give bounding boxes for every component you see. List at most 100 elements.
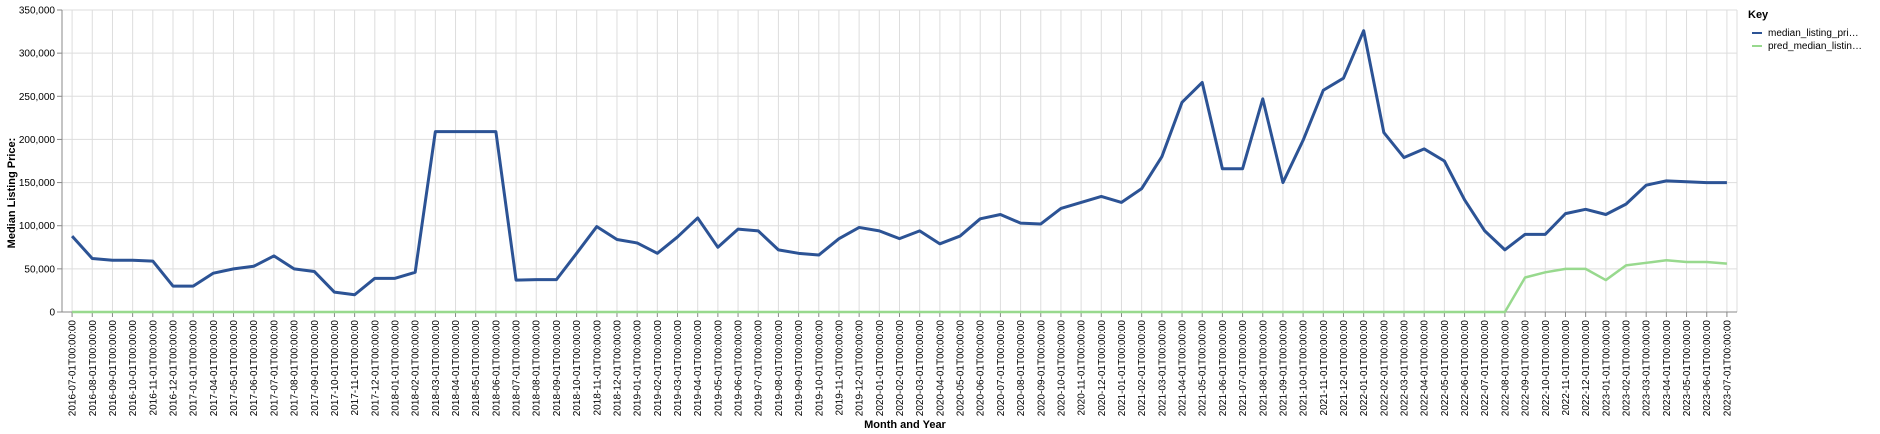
series-line-pred-median-listing-price [72,258,1728,314]
x-tick-label: 2016-09-01T00:00:00 [108,320,119,417]
x-tick-label: 2016-07-01T00:00:00 [68,320,79,417]
x-tick-label: 2021-11-01T00:00:00 [1319,320,1330,416]
x-tick-label: 2021-04-01T00:00:00 [1178,320,1189,417]
y-axis-title: Median Listing Price: [6,138,18,249]
y-tick-label: 350,000 [19,6,56,17]
x-tick-label: 2023-04-01T00:00:00 [1662,320,1673,417]
x-tick-label: 2021-03-01T00:00:00 [1157,320,1168,417]
x-tick-label: 2017-06-01T00:00:00 [249,320,260,417]
x-tick-label: 2022-01-01T00:00:00 [1359,320,1370,417]
x-tick-label: 2018-12-01T00:00:00 [612,320,623,417]
x-tick-label: 2020-03-01T00:00:00 [915,320,926,417]
x-tick-label: 2018-08-01T00:00:00 [532,320,543,417]
x-tick-label: 2020-10-01T00:00:00 [1056,320,1067,417]
x-tick-label: 2023-06-01T00:00:00 [1702,320,1713,417]
x-tick-label: 2022-06-01T00:00:00 [1460,320,1471,417]
x-tick-label: 2017-07-01T00:00:00 [269,320,280,417]
legend: Key median_listing_pri… pred_median_list… [1748,9,1862,52]
legend-label-pred-median-listing-price: pred_median_listin… [1768,41,1862,52]
x-tick-label: 2021-12-01T00:00:00 [1339,320,1350,417]
x-tick-label: 2017-11-01T00:00:00 [350,320,361,416]
x-tick-label: 2018-02-01T00:00:00 [411,320,422,417]
x-tick-label: 2018-01-01T00:00:00 [390,320,401,417]
y-tick-label: 50,000 [24,264,55,275]
x-tick-label: 2019-12-01T00:00:00 [855,320,866,417]
x-tick-label: 2022-11-01T00:00:00 [1561,320,1572,416]
y-tick-label: 150,000 [19,178,56,189]
series-lines [70,29,1728,314]
x-tick-label: 2019-10-01T00:00:00 [814,320,825,417]
x-tick-label: 2020-09-01T00:00:00 [1036,320,1047,417]
x-tick-label: 2020-12-01T00:00:00 [1097,320,1108,417]
x-tick-label: 2017-05-01T00:00:00 [229,320,240,417]
x-tick-label: 2020-02-01T00:00:00 [895,320,906,417]
x-tick-label: 2022-03-01T00:00:00 [1400,320,1411,417]
x-tick-label: 2016-08-01T00:00:00 [88,320,99,417]
x-tick-label: 2019-07-01T00:00:00 [754,320,765,417]
x-tick-label: 2021-07-01T00:00:00 [1238,320,1249,417]
x-tick-label: 2020-05-01T00:00:00 [956,320,967,417]
y-tick-label: 250,000 [19,92,56,103]
x-tick-label: 2020-08-01T00:00:00 [1016,320,1027,417]
x-tick-label: 2021-01-01T00:00:00 [1117,320,1128,417]
series-line-median-listing-price [70,29,1727,297]
x-tick-label: 2019-06-01T00:00:00 [734,320,745,417]
x-tick-label: 2022-08-01T00:00:00 [1500,320,1511,417]
x-tick-label: 2016-10-01T00:00:00 [128,320,139,417]
x-tick-label: 2018-06-01T00:00:00 [491,320,502,417]
x-tick-label: 2021-10-01T00:00:00 [1299,320,1310,417]
x-tick-label: 2017-04-01T00:00:00 [209,320,220,417]
x-tick-label: 2019-11-01T00:00:00 [834,320,845,416]
x-tick-label: 2019-02-01T00:00:00 [653,320,664,417]
x-tick-label: 2021-02-01T00:00:00 [1137,320,1148,417]
x-tick-label: 2022-04-01T00:00:00 [1420,320,1431,417]
x-tick-label: 2019-09-01T00:00:00 [794,320,805,417]
x-tick-label: 2016-12-01T00:00:00 [168,320,179,417]
y-tick-label: 300,000 [19,49,56,60]
x-tick-label: 2018-10-01T00:00:00 [572,320,583,417]
x-tick-label: 2018-04-01T00:00:00 [451,320,462,417]
x-tick-label: 2021-09-01T00:00:00 [1278,320,1289,417]
x-tick-label: 2021-06-01T00:00:00 [1218,320,1229,417]
x-tick-label: 2017-01-01T00:00:00 [189,320,200,417]
x-tick-label: 2022-09-01T00:00:00 [1521,320,1532,417]
x-tick-label: 2018-09-01T00:00:00 [552,320,563,417]
y-axis: 0 50,000 100,000 150,000 200,000 250,000 300,0… [19,6,63,319]
x-tick-label: 2021-05-01T00:00:00 [1198,320,1209,417]
x-tick-label: 2017-10-01T00:00:00 [330,320,341,417]
legend-title: Key [1748,9,1769,21]
y-tick-label: 0 [49,308,55,319]
y-tick-label: 200,000 [19,135,56,146]
x-tick-label: 2022-07-01T00:00:00 [1480,320,1491,417]
x-tick-label: 2023-02-01T00:00:00 [1622,320,1633,417]
x-tick-label: 2022-10-01T00:00:00 [1541,320,1552,417]
y-tick-label: 100,000 [19,221,56,232]
x-tick-label: 2019-04-01T00:00:00 [693,320,704,417]
x-tick-label: 2020-06-01T00:00:00 [976,320,987,417]
x-tick-label: 2022-02-01T00:00:00 [1379,320,1390,417]
x-tick-label: 2023-01-01T00:00:00 [1601,320,1612,417]
x-tick-label: 2017-09-01T00:00:00 [310,320,321,417]
x-axis-title: Month and Year [864,419,946,431]
x-tick-label: 2022-05-01T00:00:00 [1440,320,1451,417]
x-tick-label: 2022-12-01T00:00:00 [1581,320,1592,417]
x-tick-label: 2020-01-01T00:00:00 [875,320,886,417]
x-tick-label: 2018-07-01T00:00:00 [512,320,523,417]
x-tick-label: 2018-03-01T00:00:00 [431,320,442,417]
x-tick-label: 2016-11-01T00:00:00 [148,320,159,416]
legend-label-median-listing-price: median_listing_pri… [1768,28,1859,39]
x-tick-label: 2020-07-01T00:00:00 [996,320,1007,417]
x-tick-label: 2019-03-01T00:00:00 [673,320,684,417]
x-tick-label: 2021-08-01T00:00:00 [1258,320,1269,417]
gridlines [62,9,1738,313]
x-tick-label: 2019-01-01T00:00:00 [633,320,644,417]
x-tick-label: 2018-11-01T00:00:00 [592,320,603,416]
x-tick-label: 2023-05-01T00:00:00 [1682,320,1693,417]
x-axis: 2016-07-01T00:00:00 2016-08-01T00:00:00 20… [62,311,1737,417]
x-tick-label: 2019-08-01T00:00:00 [774,320,785,417]
x-tick-label: 2017-08-01T00:00:00 [290,320,301,417]
x-tick-label: 2020-11-01T00:00:00 [1077,320,1088,416]
x-tick-label: 2019-05-01T00:00:00 [713,320,724,417]
x-tick-label: 2023-07-01T00:00:00 [1722,320,1733,417]
